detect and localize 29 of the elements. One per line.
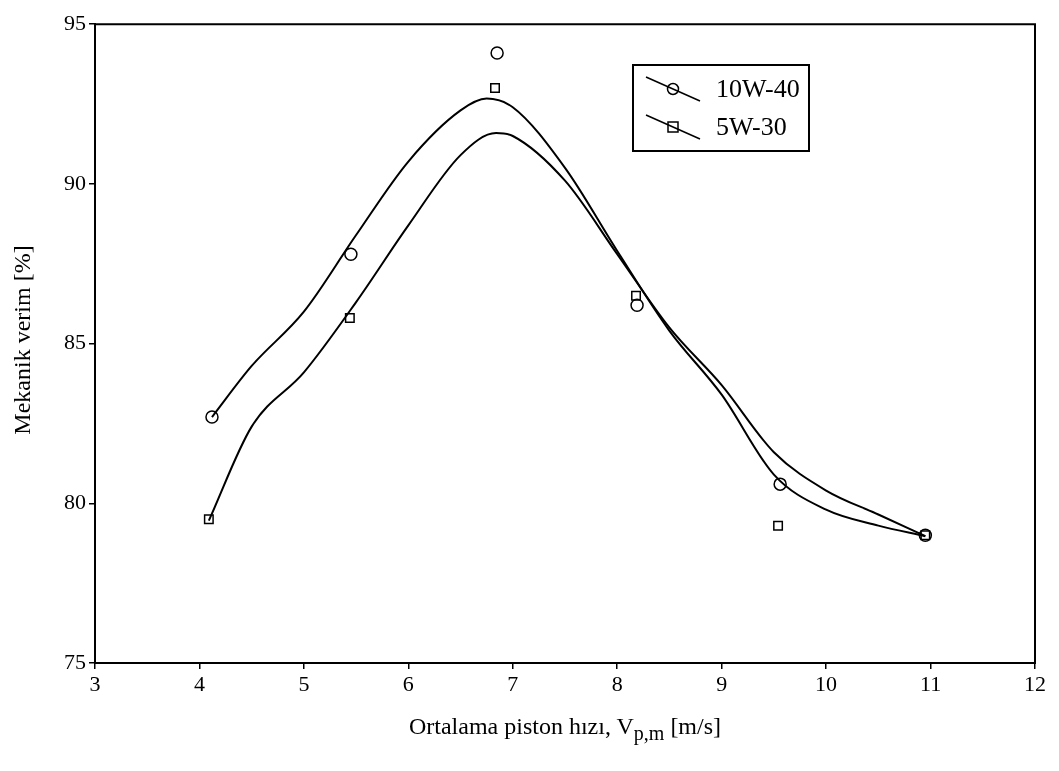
point [630,298,644,313]
point [631,290,642,301]
point [773,477,787,491]
y-tick-label: 95 [64,9,86,35]
y-tick-label: 80 [64,489,86,515]
x-tick-label: 4 [193,670,205,696]
x-tick-label: 9 [716,670,728,696]
x-tick-label: 11 [919,670,942,696]
point [490,83,501,94]
x-tick-label: 12 [1024,670,1046,696]
x-tick-label: 3 [89,670,101,696]
y-tick-label: 90 [64,169,86,195]
point [490,46,504,60]
legend-label: 10W-40 [716,73,800,105]
point [344,313,355,324]
x-tick-label: 10 [815,670,838,696]
x-tick-label: 8 [611,670,623,696]
x-axis-title: Ortalama piston hızı, V$_{p,m}$ [m/s] [407,713,723,745]
y-tick-label: 85 [64,329,86,355]
point [205,410,219,424]
y-axis-title: Mekanik verim [%] [8,245,36,435]
y-tick-label: 75 [64,648,86,674]
x-tick-label: 5 [298,670,310,696]
legend-label: 5W-30 [716,111,787,143]
x-tick-label: 7 [507,670,519,696]
point [344,247,358,261]
x-tick-label: 6 [402,670,414,696]
point [203,514,214,525]
point [773,520,784,531]
